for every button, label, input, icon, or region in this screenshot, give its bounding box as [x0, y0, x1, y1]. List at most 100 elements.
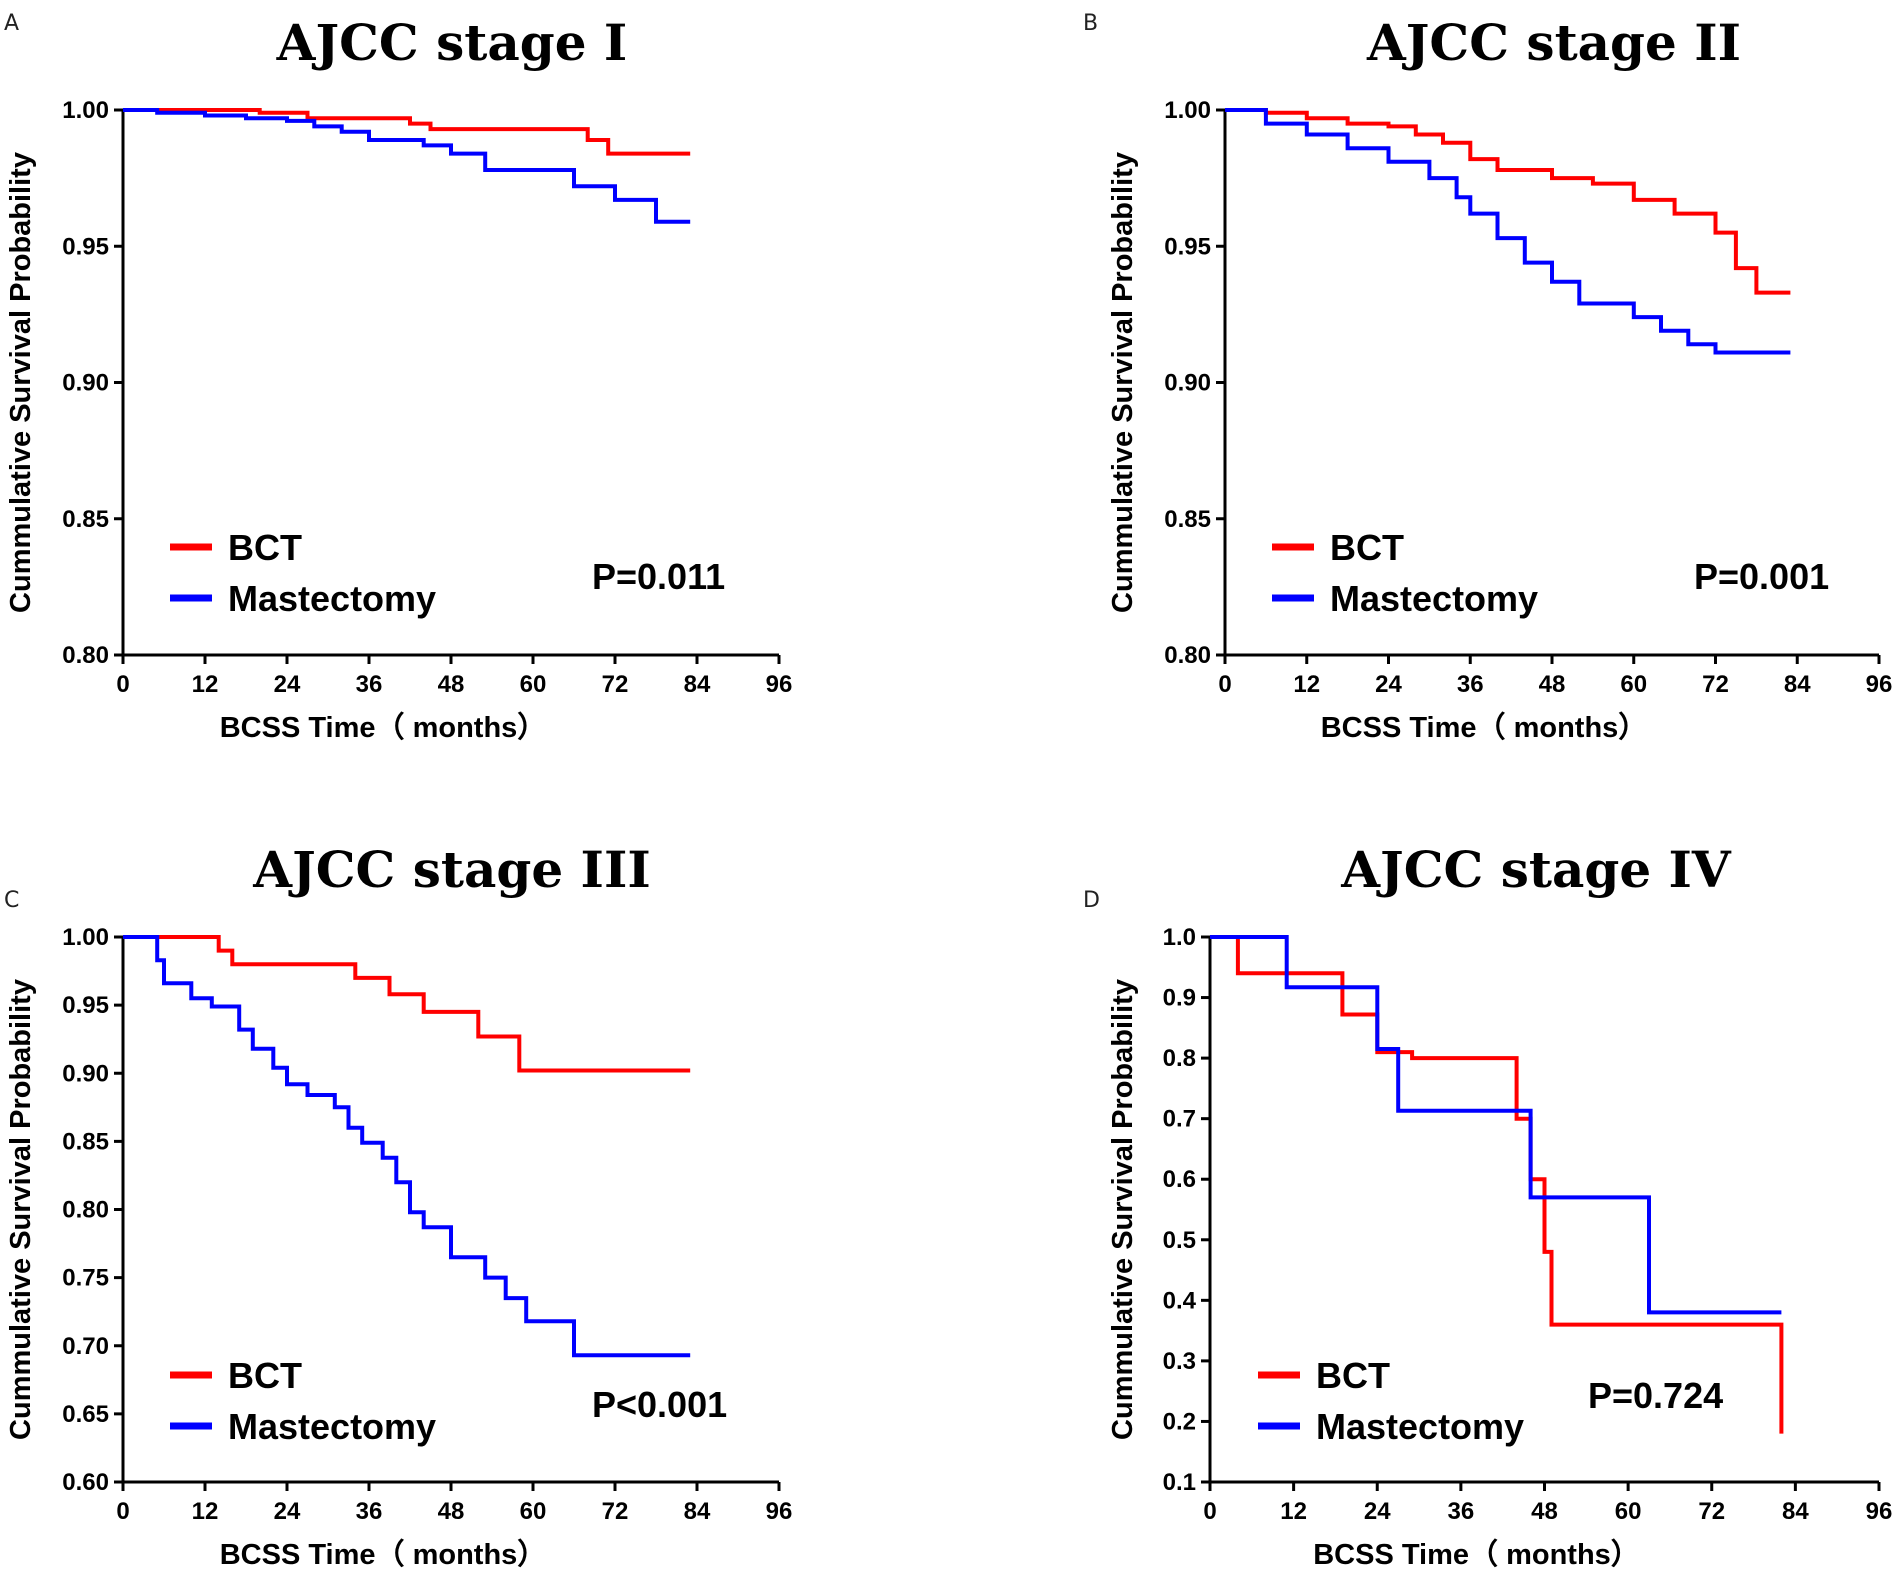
chart-title: AJCC stage IV [1340, 840, 1732, 899]
x-tick-label: 0 [116, 1498, 129, 1525]
x-tick-label: 84 [1782, 1498, 1809, 1525]
y-tick-label: 1.00 [62, 924, 109, 951]
x-tick-label: 72 [602, 671, 629, 698]
y-tick-label: 0.85 [62, 506, 109, 533]
p-value: P<0.001 [592, 1384, 727, 1425]
x-axis-label: BCSS Time（ months） [220, 711, 547, 744]
series-line-bct [123, 935, 691, 1073]
y-tick-label: 1.00 [62, 97, 109, 124]
x-tick-label: 48 [438, 671, 465, 698]
p-value: P=0.001 [1694, 556, 1829, 597]
x-tick-label: 12 [192, 671, 219, 698]
chart-panel-d: D AJCC stage IV 0 12 24 36 48 60 72 84 96 0.1 0.2 0.3… [1083, 840, 1892, 1571]
legend-label-mastectomy: Mastectomy [228, 578, 436, 619]
x-tick-label: 36 [356, 671, 383, 698]
y-tick-label: 0.85 [1164, 506, 1211, 533]
y-tick-label: 0.4 [1163, 1287, 1197, 1314]
y-tick-label: 1.0 [1163, 924, 1196, 951]
y-tick-label: 0.65 [62, 1401, 109, 1428]
y-axis-label: Cummulative Survival Probability [1107, 152, 1139, 613]
legend-label-mastectomy: Mastectomy [228, 1406, 436, 1447]
y-axis-label: Cummulative Survival Probability [5, 979, 37, 1440]
y-tick-label: 0.80 [62, 642, 109, 669]
y-axis-label: Cummulative Survival Probability [1107, 979, 1139, 1440]
y-tick-label: 0.80 [62, 1197, 109, 1224]
x-tick-label: 36 [1457, 671, 1484, 698]
x-tick-label: 36 [1448, 1498, 1475, 1525]
y-tick-label: 1.00 [1164, 97, 1211, 124]
chart-panel-b: B AJCC stage II 0 12 24 36 48 60 72 84 96 0.80 0.85 0… [1083, 11, 1892, 744]
x-tick-label: 96 [1866, 1498, 1893, 1525]
y-tick-label: 0.2 [1163, 1408, 1196, 1435]
x-tick-label: 12 [1293, 671, 1320, 698]
x-tick-label: 12 [1280, 1498, 1307, 1525]
x-tick-label: 60 [1620, 671, 1647, 698]
y-tick-label: 0.85 [62, 1128, 109, 1155]
x-tick-label: 72 [1702, 671, 1729, 698]
x-tick-label: 72 [1698, 1498, 1725, 1525]
x-tick-label: 48 [1539, 671, 1566, 698]
x-tick-label: 84 [684, 671, 711, 698]
legend-label-mastectomy: Mastectomy [1316, 1406, 1524, 1447]
series-line-mastectomy [1210, 935, 1782, 1315]
series-line-mastectomy [1225, 108, 1791, 355]
y-tick-label: 0.1 [1163, 1469, 1196, 1496]
x-tick-label: 12 [192, 1498, 219, 1525]
x-tick-label: 0 [116, 671, 129, 698]
x-axis-label: BCSS Time（ months） [1321, 711, 1648, 744]
x-tick-label: 24 [1364, 1498, 1391, 1525]
panel-letter: B [1083, 11, 1098, 36]
y-tick-label: 0.90 [62, 1060, 109, 1087]
chart-title: AJCC stage II [1366, 13, 1741, 72]
panel-letter: C [4, 888, 19, 913]
x-axis-label: BCSS Time（ months） [220, 1538, 547, 1571]
y-tick-label: 0.9 [1163, 985, 1196, 1012]
x-axis-label: BCSS Time（ months） [1313, 1538, 1640, 1571]
y-tick-label: 0.75 [62, 1265, 109, 1292]
y-tick-label: 0.3 [1163, 1348, 1196, 1375]
y-tick-label: 0.95 [62, 233, 109, 260]
x-tick-label: 24 [1375, 671, 1402, 698]
x-tick-label: 96 [766, 671, 793, 698]
legend-label-bct: BCT [1330, 527, 1404, 568]
x-tick-label: 0 [1218, 671, 1231, 698]
panel-letter: A [4, 11, 19, 36]
y-axis-label: Cummulative Survival Probability [5, 152, 37, 613]
x-tick-label: 36 [356, 1498, 383, 1525]
y-tick-label: 0.5 [1163, 1227, 1196, 1254]
x-tick-label: 96 [766, 1498, 793, 1525]
y-tick-label: 0.60 [62, 1469, 109, 1496]
x-tick-label: 60 [1615, 1498, 1642, 1525]
series-line-mastectomy [123, 108, 691, 224]
y-tick-label: 0.90 [1164, 370, 1211, 397]
series-line-mastectomy [123, 935, 691, 1358]
panel-letter: D [1083, 888, 1100, 913]
x-tick-label: 96 [1866, 671, 1893, 698]
chart-title: AJCC stage III [252, 840, 650, 899]
p-value: P=0.011 [592, 556, 725, 597]
series-line-bct [123, 108, 691, 156]
y-tick-label: 0.95 [1164, 233, 1211, 260]
x-tick-label: 84 [1784, 671, 1811, 698]
legend-label-mastectomy: Mastectomy [1330, 578, 1538, 619]
legend-label-bct: BCT [228, 1355, 302, 1396]
legend-label-bct: BCT [1316, 1355, 1390, 1396]
series-line-bct [1225, 108, 1791, 295]
y-tick-label: 0.7 [1163, 1106, 1196, 1133]
x-tick-label: 60 [520, 671, 547, 698]
y-tick-label: 0.95 [62, 992, 109, 1019]
y-tick-label: 0.70 [62, 1333, 109, 1360]
x-tick-label: 72 [602, 1498, 629, 1525]
x-tick-label: 48 [438, 1498, 465, 1525]
chart-panel-a: A AJCC stage I 0 12 24 36 48 60 72 84 96 0.80 0.85 0.… [4, 11, 792, 744]
chart-panel-c: C AJCC stage III 0 12 24 36 48 60 72 84 96 0.60 0.65… [4, 840, 792, 1571]
chart-title: AJCC stage I [276, 13, 628, 72]
y-tick-label: 0.90 [62, 370, 109, 397]
x-tick-label: 24 [274, 671, 301, 698]
p-value: P=0.724 [1588, 1375, 1723, 1416]
x-tick-label: 60 [520, 1498, 547, 1525]
y-tick-label: 0.8 [1163, 1045, 1196, 1072]
x-tick-label: 0 [1203, 1498, 1216, 1525]
x-tick-label: 24 [274, 1498, 301, 1525]
